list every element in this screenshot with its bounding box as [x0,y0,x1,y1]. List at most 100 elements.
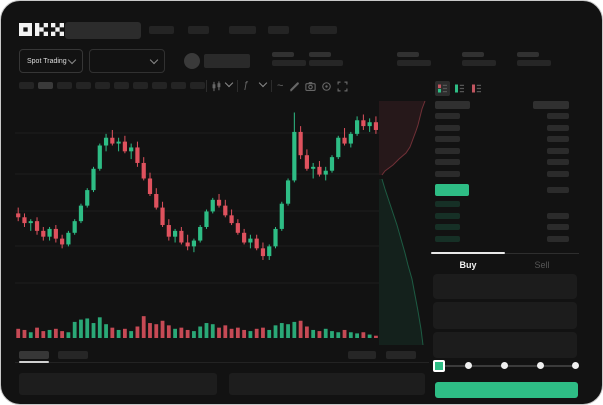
fullscreen-icon[interactable] [337,81,348,92]
timeframe-pill[interactable] [95,82,110,89]
stat-label-bar [397,52,419,57]
slider-stop-dot[interactable] [537,362,544,369]
bid-price-bar [435,212,460,219]
chevron-down-icon [149,55,159,64]
timeframe-pill[interactable] [133,82,148,89]
orderbook-price-header [435,101,470,109]
timeframe-pill[interactable] [190,82,205,89]
market-type-dropdown[interactable]: Spot Trading [19,49,83,73]
ask-amount-bar [547,136,569,142]
timeframe-pill[interactable] [57,82,72,89]
bottom-tab-orders[interactable] [19,351,49,359]
bid-row[interactable] [431,201,579,208]
slider-stop-dot[interactable] [572,362,579,369]
orderbook-combined-icon[interactable] [435,81,450,96]
order-amount-input[interactable] [433,302,577,329]
trade-panel: Buy Sell [431,251,579,404]
nav-item[interactable] [310,26,337,34]
buy-submit-button[interactable] [435,382,578,398]
ask-price-bar [435,159,460,165]
tab-divider [431,253,579,254]
interval-icon[interactable] [211,81,222,92]
timeframe-pill[interactable] [114,82,129,89]
ask-price-bar [435,147,460,154]
chevron-down-icon [67,55,77,64]
chevron-down-icon[interactable] [258,78,268,88]
timeframe-pill[interactable] [38,82,53,89]
last-amount-bar [547,187,569,193]
chevron-down-icon[interactable] [224,78,234,88]
orderbook-panel [431,79,579,251]
ask-row[interactable] [431,136,579,143]
ask-price-bar [435,113,460,119]
search-input[interactable] [65,22,141,39]
slider-stop-dot[interactable] [465,362,472,369]
bid-price-bar [435,201,460,207]
ask-row[interactable] [431,124,579,132]
okx-logo-x [51,23,64,36]
ask-amount-bar [547,113,569,119]
function-icon[interactable]: ƒ [243,80,249,91]
ask-row[interactable] [431,170,579,178]
tab-sell[interactable]: Sell [534,260,550,270]
candlestick-chart[interactable] [15,97,379,291]
record-icon[interactable] [321,81,332,92]
okx-logo-o [19,23,32,36]
ask-amount-bar [547,124,569,131]
ask-amount-bar [547,147,569,154]
stat-value-bar [462,60,496,66]
bottom-action-pill-2[interactable] [386,351,416,359]
order-price-input[interactable] [433,274,577,299]
ask-row[interactable] [431,113,579,120]
timeframe-pill[interactable] [171,82,186,89]
orderbook-amount-header [533,101,569,109]
bid-row[interactable] [431,224,579,231]
ask-price-bar [435,124,460,131]
stat-value-bar [272,60,306,66]
nav-item[interactable] [268,26,289,34]
okx-logo-k [35,23,48,36]
slider-stop-dot[interactable] [501,362,508,369]
ask-row[interactable] [431,147,579,155]
depth-chart [379,100,426,346]
slider-handle[interactable] [433,360,445,372]
stat-value-bar [397,60,431,66]
coin-avatar [184,53,200,69]
timeframe-pill[interactable] [19,82,34,89]
tab-buy[interactable]: Buy [459,260,477,270]
stat-label-bar [272,52,294,57]
camera-icon[interactable] [305,81,316,92]
orderbook-asks-icon[interactable] [469,81,484,96]
bottom-tab-indicator [19,361,49,363]
bid-row[interactable] [431,235,579,243]
nav-item[interactable] [149,26,174,34]
market-type-label: Spot Trading [27,57,67,65]
stat-value-bar [309,60,343,66]
nav-item[interactable] [188,26,209,34]
bottom-field-right[interactable] [229,373,425,395]
draw-tool-icon[interactable] [289,81,300,92]
last-price-badge[interactable] [435,184,469,196]
ask-amount-bar [547,159,569,165]
ask-price-bar [435,170,460,177]
bottom-field-left[interactable] [19,373,217,395]
timeframe-pill[interactable] [76,82,91,89]
pair-price-placeholder [204,54,250,68]
wave-icon[interactable]: ~ [277,80,284,92]
nav-item[interactable] [229,26,256,34]
okx-logo[interactable] [19,23,64,36]
bottom-action-pill-1[interactable] [348,351,376,359]
timeframe-pill[interactable] [152,82,167,89]
ask-row[interactable] [431,159,579,166]
order-total-input[interactable] [433,332,577,358]
bid-row[interactable] [431,212,579,220]
bottom-tab-history[interactable] [58,351,88,359]
pair-dropdown[interactable] [89,49,165,73]
volume-bars [16,316,378,338]
ask-amount-bar [547,170,569,177]
orderbook-bids-icon[interactable] [452,81,467,96]
stat-label-bar [309,52,331,57]
bid-amount-bar [547,224,569,230]
